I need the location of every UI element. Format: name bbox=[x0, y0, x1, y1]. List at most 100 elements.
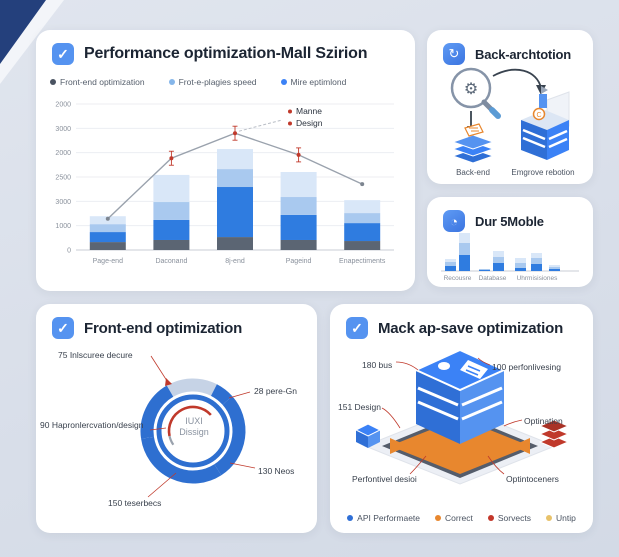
stack-layer bbox=[451, 134, 495, 150]
backend-label: Back-end bbox=[456, 168, 490, 177]
legend-label: Frot-e-plagies speed bbox=[178, 77, 257, 87]
svg-text:3000: 3000 bbox=[55, 199, 71, 206]
gear-icon: ⚙ bbox=[464, 81, 478, 98]
card-macksave-title: Mack ap-save optimization bbox=[378, 319, 564, 337]
donut-callout: 28 pere-Gn bbox=[254, 386, 297, 396]
building-stripe bbox=[522, 136, 546, 149]
gauge-icon: ◔ bbox=[443, 210, 465, 232]
card-frontend: ✓ Front-end optimization IUXI Dissign 75… bbox=[36, 304, 317, 533]
svg-text:2000: 2000 bbox=[55, 102, 71, 109]
legend-item: Mire eptimlond bbox=[280, 77, 346, 87]
legend-label: API Performaete bbox=[357, 513, 421, 523]
mack-callout: 151 Design bbox=[338, 402, 382, 412]
donut-center-line1: IUXI bbox=[185, 416, 203, 426]
building-front-face bbox=[521, 120, 547, 160]
legend-item: Sorvects bbox=[487, 513, 531, 523]
card-macksave: ✓ Mack ap-save optimization bbox=[330, 304, 593, 533]
legend-label: Sorvects bbox=[497, 513, 531, 523]
server-doc-line bbox=[465, 369, 479, 376]
macksave-illustration bbox=[354, 348, 570, 485]
performance-chart-legend: Front-end optimization Frot-e-plagies sp… bbox=[36, 65, 415, 87]
card-backarch-title: Back-archtotion bbox=[475, 46, 571, 62]
svg-text:Enapectiments: Enapectiments bbox=[339, 258, 386, 265]
legend-item: API Performaete bbox=[347, 513, 420, 523]
arrow-right-icon bbox=[390, 438, 408, 454]
badge-letter: C bbox=[536, 112, 541, 119]
donut-callout: 75 Inlscuree decure bbox=[58, 350, 133, 360]
server-stripe bbox=[417, 386, 459, 407]
legend-item: Front-end optimization bbox=[50, 77, 145, 87]
server-front-face bbox=[416, 370, 460, 444]
mobile-mini-bar-chart: Recousre Database Uhrmisisiones bbox=[441, 233, 579, 282]
legend-label: Untip bbox=[555, 513, 576, 523]
improve-label: Emgrove rebotion bbox=[511, 168, 575, 177]
card-performance-title: Performance optimization-Mall Szirion bbox=[84, 45, 368, 62]
donut-callout: 150 teserbecs bbox=[108, 498, 162, 508]
card-macksave-header: ✓ Mack ap-save optimization bbox=[330, 304, 593, 339]
magnifier-handle-tip bbox=[489, 107, 501, 119]
card-frontend-header: ✓ Front-end optimization bbox=[36, 304, 317, 339]
building-flag bbox=[541, 86, 548, 94]
building-stripe bbox=[548, 129, 568, 141]
frontend-donut-chart bbox=[140, 355, 256, 498]
svg-text:1000: 1000 bbox=[55, 223, 71, 230]
server-stripe bbox=[461, 400, 503, 421]
svg-text:2000: 2000 bbox=[55, 150, 71, 157]
callout-leader-lines bbox=[381, 357, 523, 475]
card-mobile-title: Dur 5Moble bbox=[475, 213, 544, 229]
macksave-legend: API Performaete Correct Sorvects Untip bbox=[330, 513, 593, 523]
legend-label: Correct bbox=[445, 513, 473, 523]
svg-text:Design: Design bbox=[296, 118, 323, 128]
performance-stacked-bar-chart: 2000 3000 2000 2500 3000 1000 0 Page-end Daconan… bbox=[55, 102, 394, 265]
donut-callout: 90 Hapronlercvation/design bbox=[40, 420, 144, 430]
card-mobile-header: ◔ Dur 5Moble bbox=[427, 197, 593, 232]
building-stripe bbox=[522, 128, 546, 141]
card-mobile: ◔ Dur 5Moble Recousre Database Uhrmisision… bbox=[427, 197, 593, 287]
legend-dot bbox=[168, 79, 175, 85]
red-stack-layer bbox=[538, 435, 570, 449]
platform-orange bbox=[390, 418, 530, 474]
arrow-left-icon bbox=[512, 438, 530, 454]
cube-top bbox=[354, 423, 382, 437]
magnifier-icon bbox=[450, 67, 492, 109]
donut-callout: 130 Neos bbox=[258, 466, 295, 476]
check-icon: ✓ bbox=[52, 43, 74, 65]
svg-text:Manne: Manne bbox=[296, 106, 322, 116]
donut-center-line2: Dissign bbox=[179, 427, 209, 438]
legend-item: Correct bbox=[435, 513, 473, 523]
backarch-illustration: ⚙ C bbox=[450, 67, 570, 164]
svg-text:Database: Database bbox=[479, 275, 507, 282]
donut-center-label: IUXI Dissign bbox=[163, 416, 225, 439]
legend-item: Frot-e-plagies speed bbox=[168, 77, 257, 87]
svg-text:2500: 2500 bbox=[55, 175, 71, 182]
svg-text:Page-end: Page-end bbox=[93, 258, 123, 265]
server-side-face bbox=[460, 370, 504, 444]
server-doc-icon bbox=[460, 360, 488, 379]
building-stripe bbox=[548, 137, 568, 149]
legend-dot bbox=[545, 515, 552, 521]
card-performance: ✓ Performance optimization-Mall Szirion … bbox=[36, 30, 415, 291]
card-frontend-title: Front-end optimization bbox=[84, 319, 243, 337]
svg-text:3000: 3000 bbox=[55, 126, 71, 133]
building-chimney bbox=[539, 94, 547, 108]
cloud-icon bbox=[438, 362, 450, 370]
mack-callout: 100 perfonlivesing bbox=[492, 362, 561, 372]
legend-dot bbox=[487, 515, 494, 521]
legend-dot bbox=[347, 515, 354, 521]
card-backarch: ↻ Back-archtotion ⚙ bbox=[427, 30, 593, 184]
legend-dot bbox=[50, 79, 56, 85]
mack-callout: Perfontivel desioi bbox=[352, 474, 417, 484]
svg-text:0: 0 bbox=[67, 248, 71, 255]
card-backarch-header: ↻ Back-archtotion bbox=[427, 30, 593, 65]
document-icon bbox=[464, 123, 484, 137]
legend-dot bbox=[280, 79, 287, 85]
server-doc-line bbox=[467, 365, 481, 372]
refresh-swirl-icon: ↻ bbox=[443, 43, 465, 65]
check-icon: ✓ bbox=[52, 317, 74, 339]
legend-item: Untip bbox=[545, 513, 576, 523]
legend-dot bbox=[435, 515, 442, 521]
svg-text:8j-end: 8j-end bbox=[225, 258, 245, 265]
red-stack-layer bbox=[538, 427, 570, 441]
svg-text:Daconand: Daconand bbox=[155, 258, 187, 265]
